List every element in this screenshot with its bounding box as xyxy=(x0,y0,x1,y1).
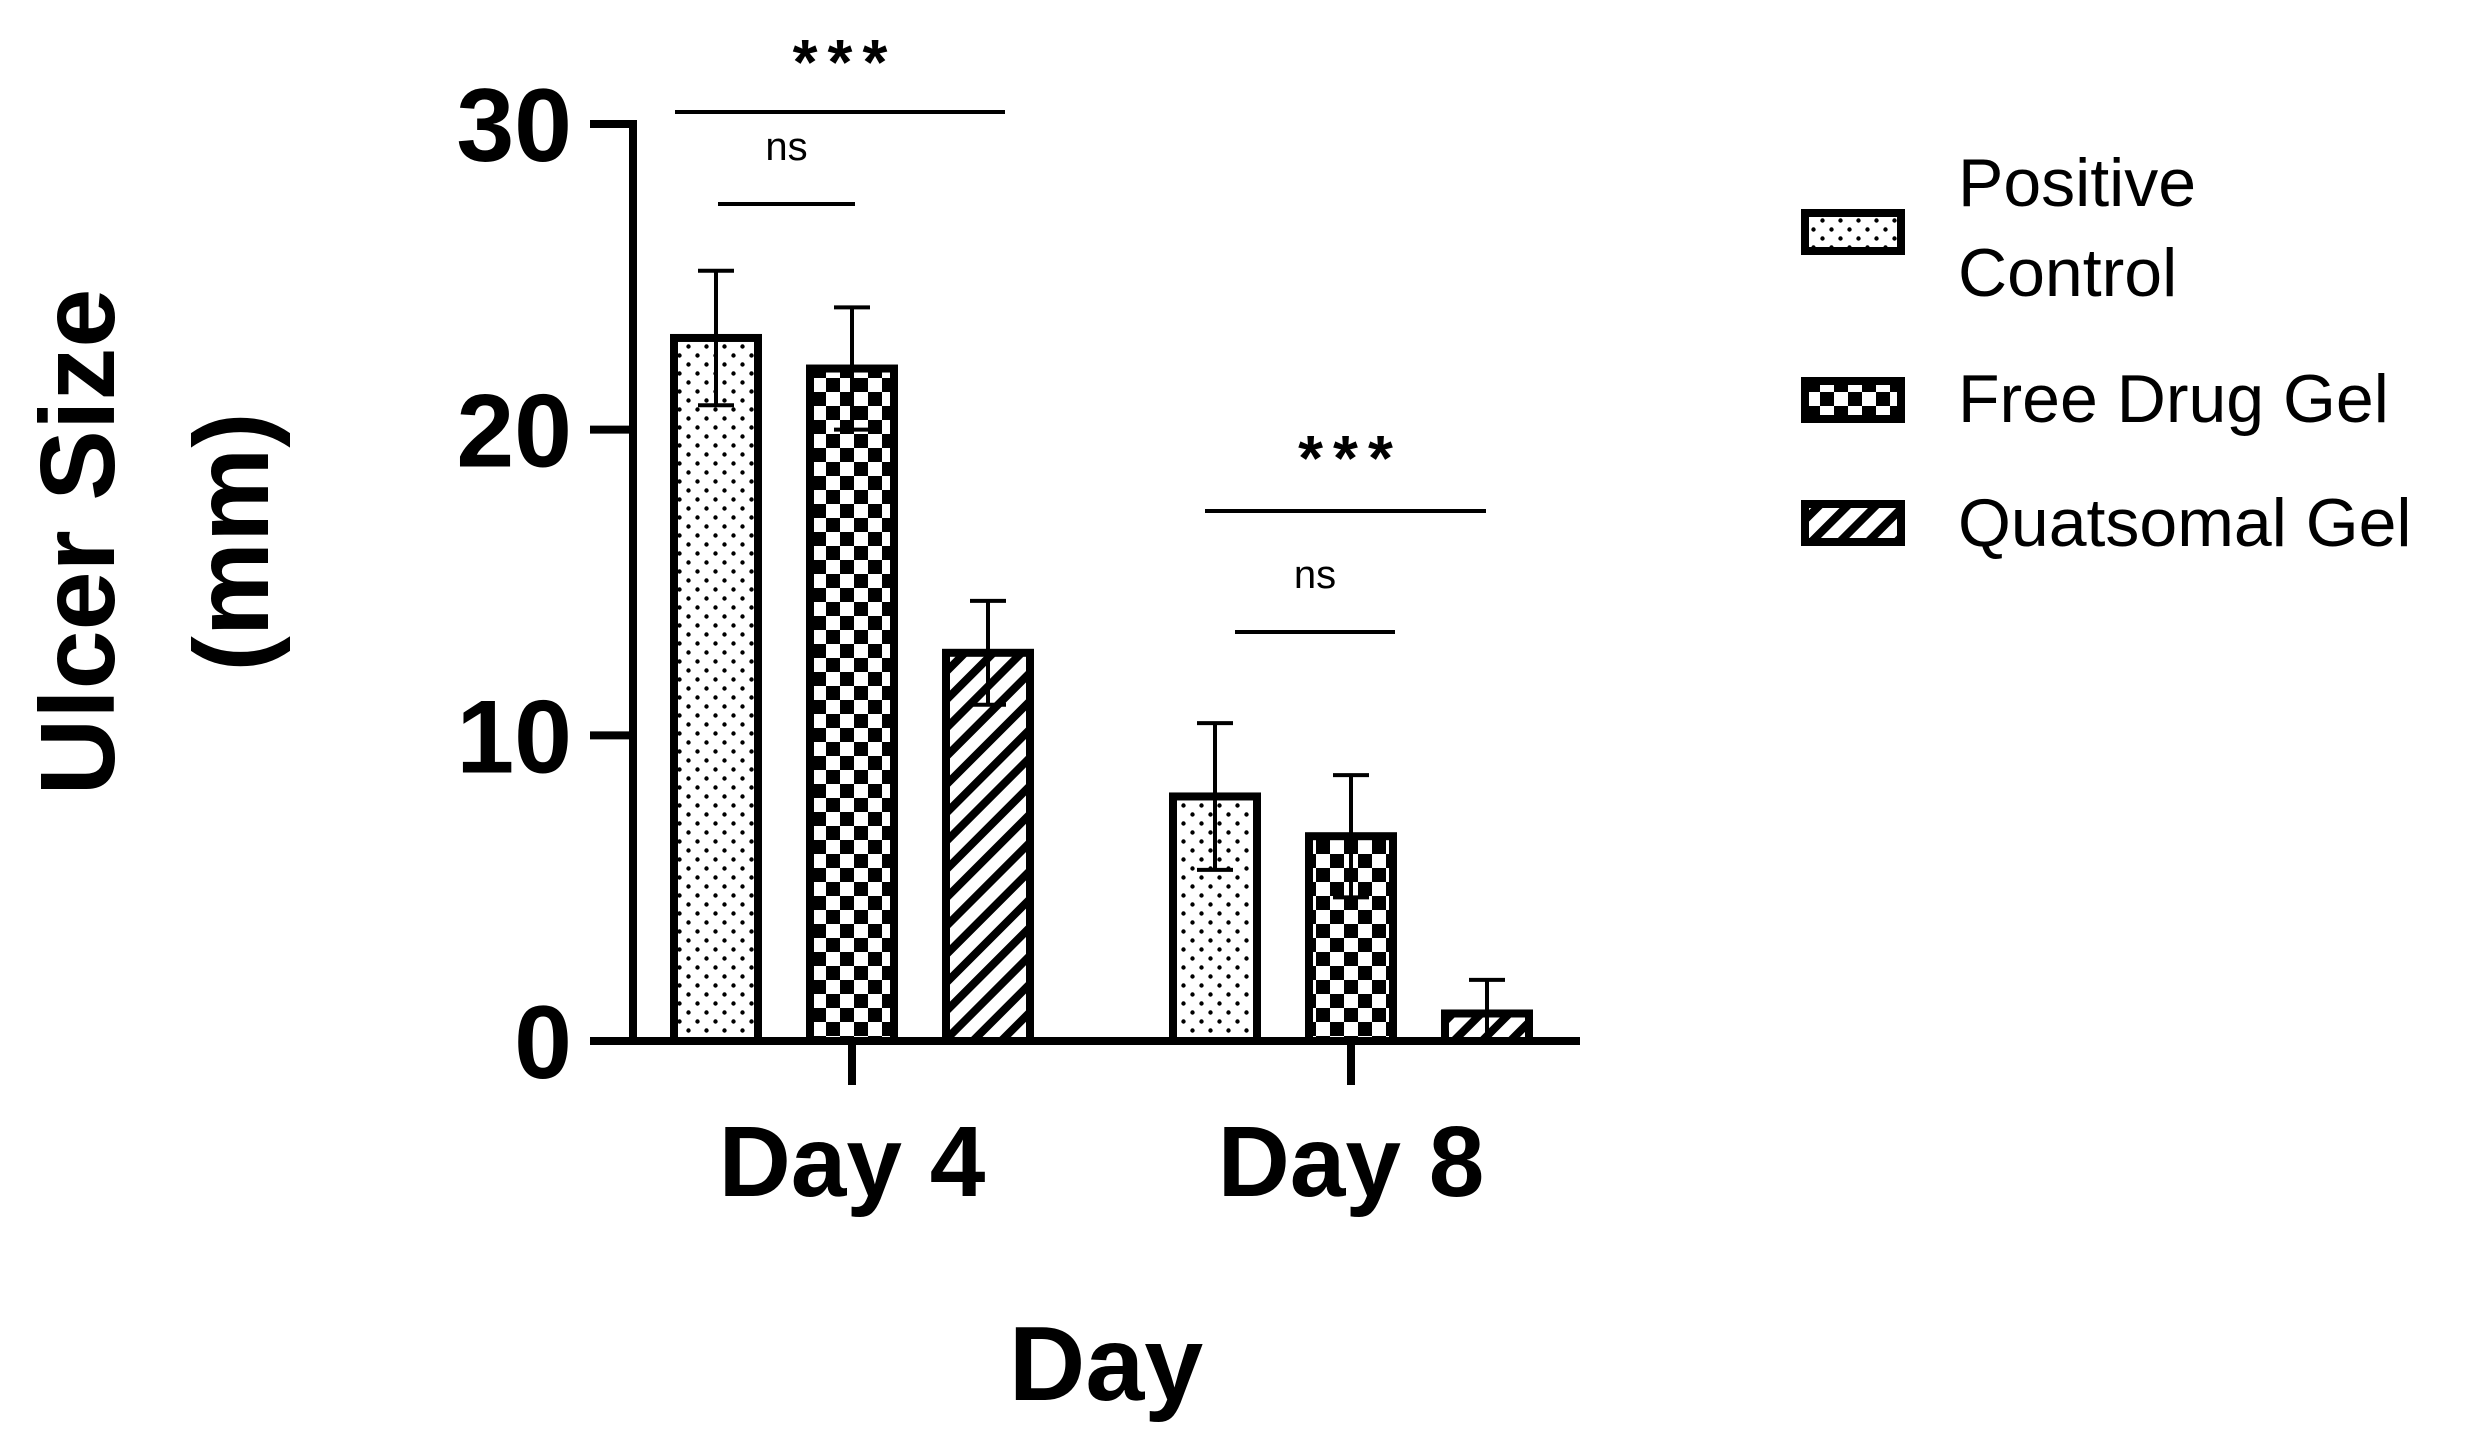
bar-free-drug-gel xyxy=(1305,832,1397,1045)
legend-swatch-positive-control xyxy=(1801,209,1905,255)
significance-label: *** xyxy=(1298,422,1403,494)
x-category-label: Day 8 xyxy=(1218,1106,1485,1218)
x-category-label: Day 4 xyxy=(719,1106,986,1218)
bar-quatsomal-gel xyxy=(942,648,1034,1045)
y-tick-label: 10 xyxy=(456,679,572,795)
legend-label: Free Drug Gel xyxy=(1958,361,2389,437)
y-axis-title-line: Ulcer Size xyxy=(19,289,137,796)
bar-positive-control xyxy=(670,333,762,1045)
legend-label: Quatsomal Gel xyxy=(1958,485,2412,561)
significance-label: ns xyxy=(765,125,807,169)
y-tick-label: 0 xyxy=(514,985,572,1101)
y-axis-title-line: (mm) xyxy=(173,412,291,671)
bar-free-drug-gel xyxy=(806,364,898,1045)
legend-swatch-quatsomal-gel xyxy=(1801,500,1905,546)
significance-label: ns xyxy=(1294,553,1336,597)
significance-label: *** xyxy=(793,26,898,98)
y-axis-title: Ulcer Size (mm) xyxy=(19,289,291,796)
x-axis-title: Day xyxy=(1009,1305,1204,1423)
legend-label: Control xyxy=(1958,235,2177,311)
legend: Positive Control Free Drug Gel Quatsomal Ge… xyxy=(1801,145,2412,561)
legend-label: Positive xyxy=(1958,145,2196,221)
y-tick-label: 20 xyxy=(456,374,572,490)
y-tick-label: 30 xyxy=(456,68,572,184)
legend-swatch-free-drug-gel xyxy=(1801,377,1905,423)
